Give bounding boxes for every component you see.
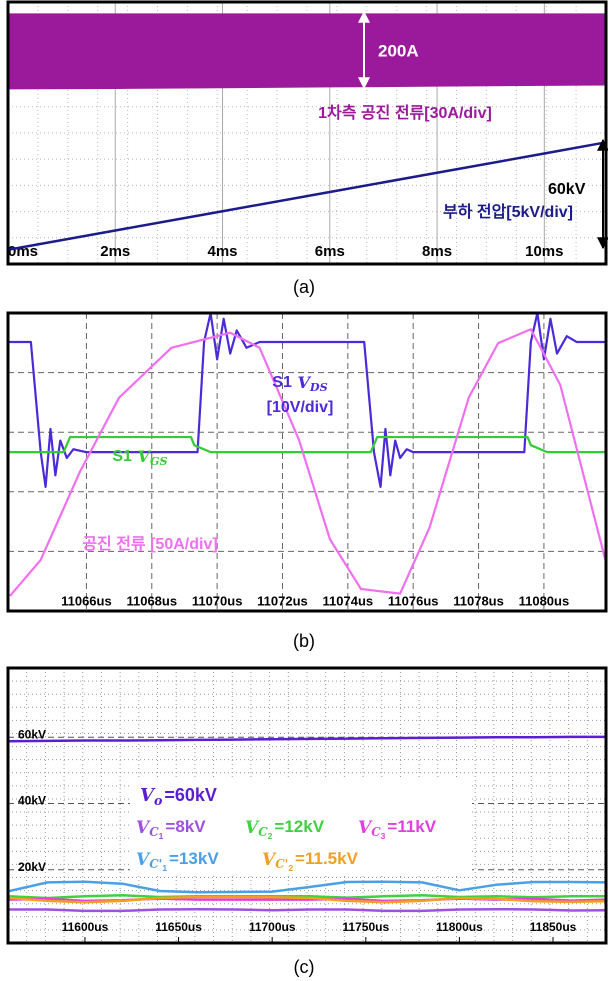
x-tick-label: 11800us xyxy=(436,920,483,934)
label-part: GS xyxy=(150,454,168,468)
x-tick-label: 11078us xyxy=(453,593,504,608)
x-tick-label: 2ms xyxy=(100,243,130,260)
caption: (c) xyxy=(294,957,315,977)
panel: 11600us 11650us 11700us 11750us 11800us 11850… xyxy=(8,668,606,977)
x-tick-label: 11850us xyxy=(530,920,577,934)
x-tick-label: 11600us xyxy=(62,920,109,934)
label-part: 2 xyxy=(288,863,293,873)
x-tick-label: 4ms xyxy=(208,243,238,260)
current-envelope xyxy=(8,13,606,89)
series-label: 1차측 공진 전류[30A/div] xyxy=(318,104,492,122)
figure: 0ms2ms4ms6ms8ms10ms1차측 공진 전류[30A/div]부하 … xyxy=(0,0,608,981)
annotation: 200A xyxy=(378,41,419,60)
label-part: =60kV xyxy=(164,785,217,805)
x-tick-label: 11650us xyxy=(155,920,202,934)
x-tick-label: 11080us xyxy=(519,593,570,608)
label-part: C' xyxy=(149,857,162,871)
x-tick-label: 11070us xyxy=(192,593,243,608)
caption: (b) xyxy=(293,631,315,651)
label-part: 3 xyxy=(381,831,386,841)
x-tick-label: 11076us xyxy=(388,593,439,608)
x-tick-label: 6ms xyxy=(315,243,345,260)
y-tick-label: 40kV xyxy=(18,794,46,808)
x-tick-label: 8ms xyxy=(422,243,452,260)
x-tick-label: 11750us xyxy=(342,920,389,934)
series-note: [10V/div] xyxy=(267,399,334,416)
y-tick-label: 60kV xyxy=(18,727,46,741)
x-tick-label: 11066us xyxy=(61,593,112,608)
label-part: 1 xyxy=(162,863,167,873)
x-tick-label: 11072us xyxy=(257,593,308,608)
series-label: 공진 전류 [50A/div] xyxy=(82,535,217,553)
x-tick-label: 11700us xyxy=(249,920,296,934)
x-tick-label: 11074us xyxy=(323,593,374,608)
label-part: =12kV xyxy=(274,817,324,836)
label-part: =11kV xyxy=(387,817,436,836)
label-part: S1 xyxy=(112,448,132,465)
series-label: Vo=60kV xyxy=(140,785,217,808)
label-part: 1 xyxy=(159,831,164,841)
label-part: 2 xyxy=(268,831,273,841)
y-tick-label: 20kV xyxy=(18,860,46,874)
label-part: DS xyxy=(309,380,328,394)
label-part: C' xyxy=(275,857,288,871)
series-label: 부하 전압[5kV/div] xyxy=(443,203,573,221)
x-tick-label: 10ms xyxy=(525,243,563,260)
panel: 11066us 11068us 11070us 11072us 11074us 11076… xyxy=(8,313,606,651)
caption: (a) xyxy=(293,277,315,297)
label-part: =13kV xyxy=(169,849,219,868)
label-part: S1 xyxy=(272,374,292,391)
annotation: 60kV xyxy=(548,181,586,198)
label-part: =8kV xyxy=(165,817,206,836)
label-part: =11.5kV xyxy=(295,849,359,868)
label-part: o xyxy=(154,793,162,808)
x-tick-label: 11068us xyxy=(126,593,177,608)
